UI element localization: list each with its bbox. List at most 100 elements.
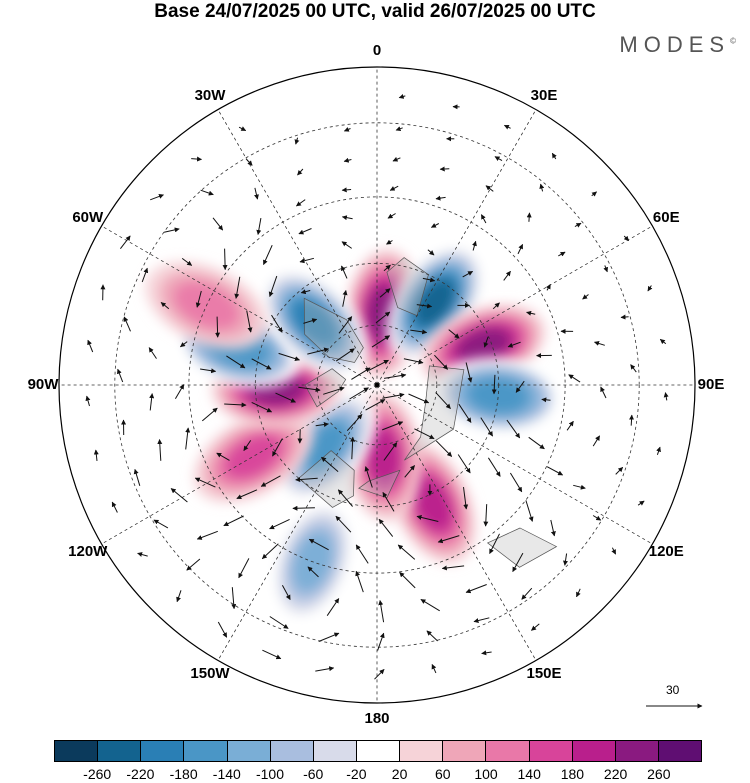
wind-vector (526, 212, 532, 222)
wind-vector (379, 288, 391, 298)
wind-vector (163, 227, 180, 233)
meridian-line (376, 109, 537, 385)
wind-vector (568, 374, 581, 383)
wind-vector (404, 465, 415, 478)
colorbar-cell (356, 741, 401, 761)
wind-vector (517, 243, 524, 255)
wind-vector (395, 126, 403, 132)
meridian-line (217, 109, 378, 385)
colorbar-tick-label: 20 (391, 766, 408, 782)
wind-vector (430, 223, 440, 228)
wind-vector (315, 422, 329, 428)
wind-vector (278, 352, 300, 362)
colorbar (54, 740, 702, 762)
wind-vector (420, 598, 440, 612)
wind-vector (308, 538, 329, 551)
graticule (59, 67, 695, 703)
wind-vector (592, 515, 602, 521)
wind-vector (217, 621, 228, 638)
colorbar-cell (486, 741, 530, 761)
colorbar-tick-label: 100 (474, 766, 498, 782)
land-scandinavia (386, 257, 429, 317)
wind-vector (251, 401, 273, 413)
wind-vector (472, 240, 477, 251)
wind-vector (503, 124, 511, 130)
colorbar-tick-label: -220 (126, 766, 155, 782)
wind-vector (485, 185, 494, 192)
wind-vector (368, 359, 389, 371)
wind-vector (234, 276, 241, 299)
wind-vector (435, 195, 446, 201)
wind-vector (448, 329, 460, 339)
longitude-label: 120E (648, 543, 684, 560)
vector-scale-value: 30 (666, 683, 680, 697)
wind-vector (403, 358, 424, 365)
wind-vector (262, 649, 282, 660)
meridian-line (377, 225, 653, 386)
colorbar-tick-label: -20 (346, 766, 367, 782)
wind-vector (194, 477, 216, 488)
wind-vector (399, 572, 416, 589)
wind-vector (507, 341, 521, 348)
wind-vector (491, 374, 497, 395)
latitude-circle (316, 324, 438, 446)
wind-vector (462, 270, 474, 278)
wind-vector (338, 316, 353, 334)
wind-vector (473, 617, 490, 623)
longitude-label: 30W (194, 86, 226, 104)
wind-vector (299, 257, 315, 264)
wind-vector (378, 600, 385, 623)
wind-vector (231, 587, 237, 610)
wind-vector (342, 290, 348, 307)
wind-vector (573, 484, 586, 490)
wind-vector (294, 137, 300, 145)
wind-vector (196, 530, 218, 540)
wind-vector (494, 156, 503, 162)
wind-vector (355, 570, 364, 593)
copyright-mark: © (730, 36, 736, 46)
wind-vector (180, 341, 188, 348)
wind-vector (275, 392, 296, 403)
wind-vector (521, 587, 533, 600)
longitude-label: 150W (190, 665, 230, 683)
wind-vector (387, 213, 396, 219)
wind-vector (408, 393, 430, 404)
wind-vector (546, 283, 551, 291)
wind-vector (378, 518, 394, 537)
wind-vector (656, 446, 661, 455)
colorbar-tick-label: -100 (255, 766, 285, 782)
meridian-line (101, 225, 377, 386)
wind-vector (382, 491, 395, 512)
wind-vector (528, 436, 545, 450)
colorbar-cell (55, 741, 99, 761)
colorbar-cell (98, 741, 142, 761)
wind-vector (216, 452, 230, 461)
wind-vector (149, 393, 155, 411)
wind-vector (592, 435, 601, 447)
wind-vector (93, 449, 99, 461)
wind-vector (307, 566, 319, 578)
wind-vector (245, 158, 253, 166)
wind-vector (350, 436, 356, 460)
wind-vector (148, 347, 157, 359)
wind-vector (435, 440, 453, 457)
colorbar-tick-label: 220 (603, 766, 628, 782)
wind-vector (558, 251, 566, 257)
longitude-label: 90E (697, 376, 725, 393)
wind-vector (111, 501, 118, 513)
wind-vector (292, 505, 315, 511)
anomaly-center-positive (193, 410, 313, 503)
wind-vector (437, 535, 460, 544)
wind-vector (269, 518, 290, 530)
wind-vector (526, 310, 536, 316)
longitude-label: 30E (530, 86, 558, 104)
wind-vector (341, 241, 352, 249)
wind-vector (574, 222, 582, 228)
wind-vector (594, 341, 605, 346)
colorbar-tick-label: -60 (303, 766, 324, 782)
wind-vector (434, 354, 448, 370)
wind-vector (200, 368, 217, 374)
wind-vector (375, 311, 391, 324)
wind-vector (181, 257, 193, 266)
wind-vector (463, 487, 469, 510)
